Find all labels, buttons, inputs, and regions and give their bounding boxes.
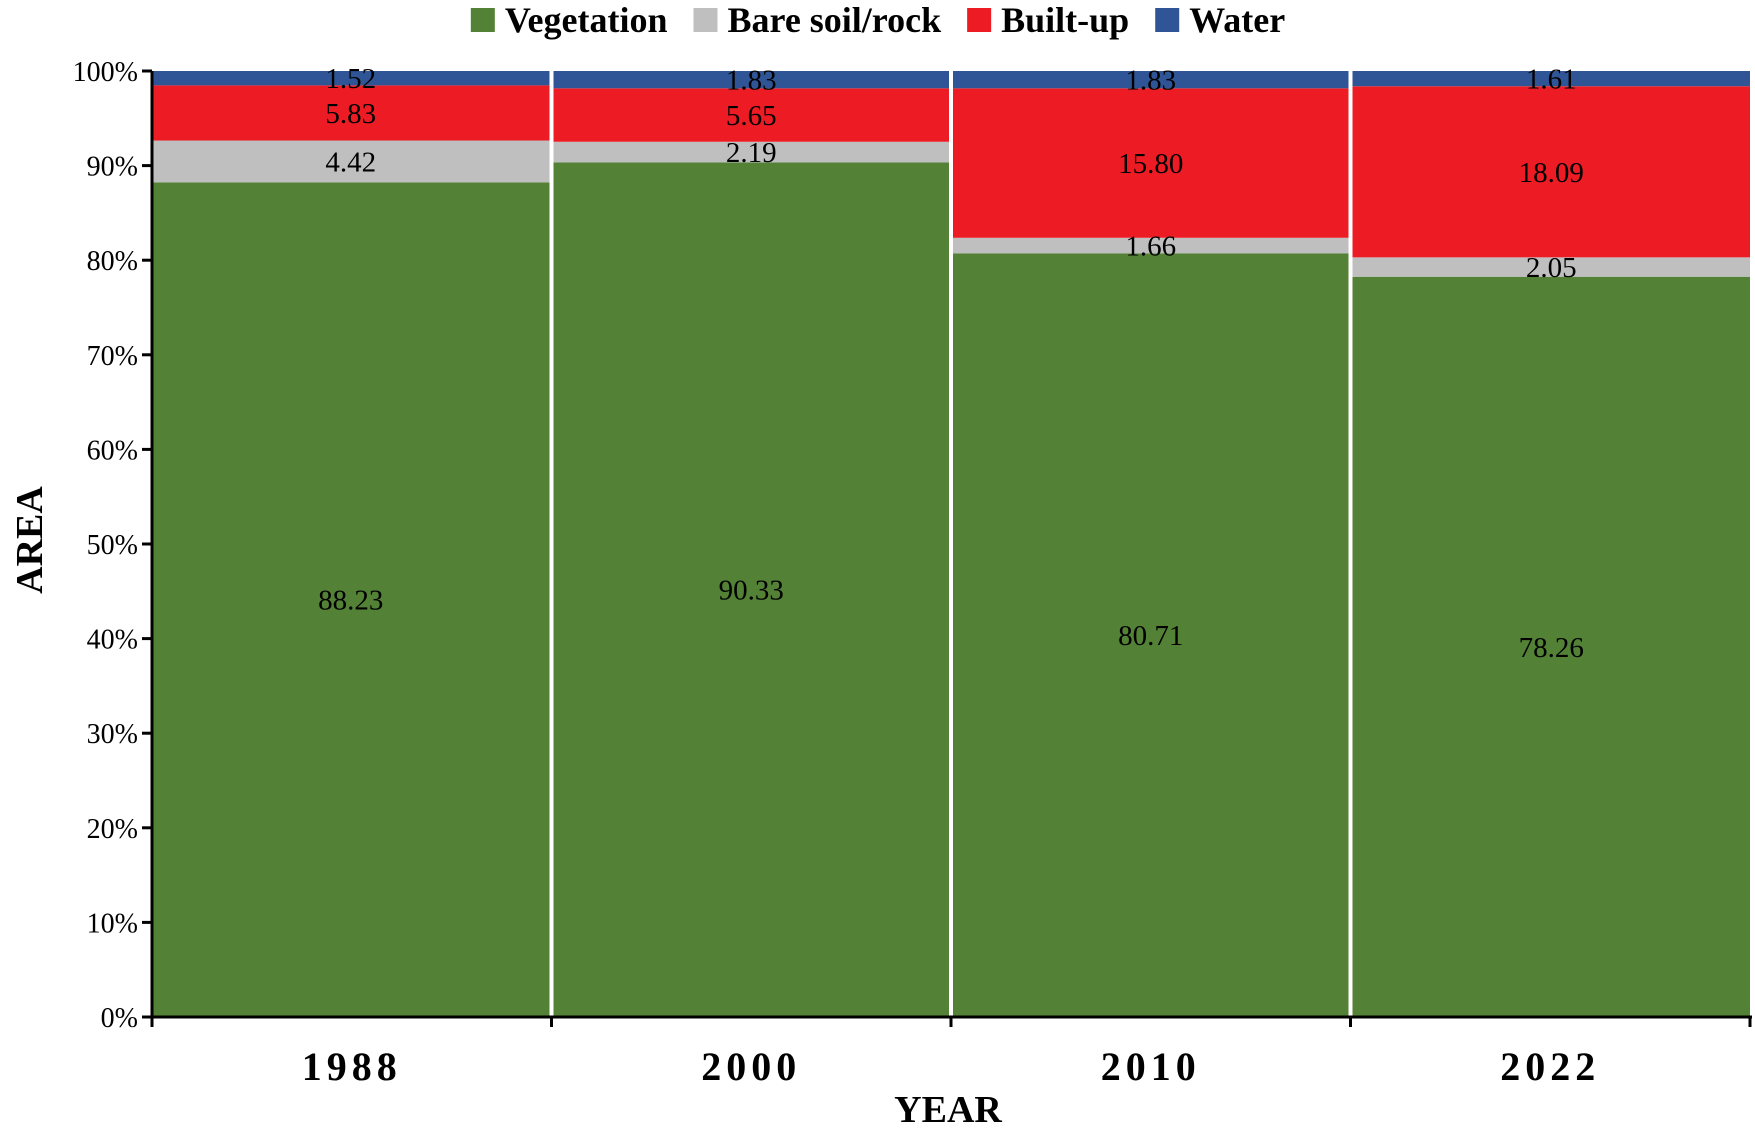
data-label-built-up-2010: 15.80 bbox=[1118, 148, 1183, 180]
bar-segment-bare-soil-rock-2010 bbox=[953, 237, 1349, 254]
data-label-vegetation-2010: 80.71 bbox=[1118, 620, 1183, 652]
bar-segment-built-up-2022 bbox=[1352, 86, 1750, 258]
data-label-water-2022: 1.61 bbox=[1526, 64, 1577, 96]
bar-segment-water-1988 bbox=[152, 71, 550, 86]
bar-segment-built-up-2000 bbox=[553, 88, 949, 142]
y-tick-label: 0% bbox=[101, 1003, 138, 1034]
axes: 0% 10% 20% 30% 40% 50% 60% 70% 80% 90% 100% 1988 200… bbox=[73, 57, 1752, 1089]
legend-item-vegetation: Vegetation bbox=[470, 0, 668, 40]
y-tick-label: 10% bbox=[87, 908, 138, 939]
data-label-vegetation-2022: 78.26 bbox=[1519, 632, 1584, 664]
bars bbox=[152, 71, 1750, 1018]
data-label-vegetation-1988: 88.23 bbox=[318, 585, 383, 617]
bar-segment-vegetation-2022 bbox=[1352, 276, 1750, 1017]
data-label-bare-soil-rock-2022: 2.05 bbox=[1526, 252, 1577, 284]
x-tick-label-2010: 2010 bbox=[1101, 1044, 1201, 1089]
y-tick-label: 50% bbox=[87, 530, 138, 561]
data-label-bare-soil-rock-2000: 2.19 bbox=[726, 137, 777, 169]
legend-swatch bbox=[470, 8, 495, 32]
data-labels: 88.234.425.831.5290.332.195.651.8380.711… bbox=[318, 63, 1584, 664]
data-label-water-2000: 1.83 bbox=[726, 65, 777, 97]
legend-swatch bbox=[693, 8, 718, 32]
y-axis-title: AREA bbox=[9, 486, 51, 594]
bar-segment-bare-soil-rock-1988 bbox=[152, 140, 550, 183]
x-tick-label-2022: 2022 bbox=[1500, 1044, 1600, 1089]
legend-item-bare-soil-rock: Bare soil/rock bbox=[693, 0, 941, 40]
data-label-built-up-2000: 5.65 bbox=[726, 100, 777, 132]
bar-segment-vegetation-2000 bbox=[553, 162, 949, 1017]
legend-swatch bbox=[1155, 8, 1180, 32]
y-tick-label: 80% bbox=[87, 246, 138, 277]
bar-segment-built-up-1988 bbox=[152, 85, 550, 141]
data-label-bare-soil-rock-1988: 4.42 bbox=[325, 146, 376, 178]
legend-label: Vegetation bbox=[505, 0, 668, 40]
x-axis-title: YEAR bbox=[894, 1089, 1002, 1131]
bar-segment-water-2010 bbox=[953, 71, 1349, 89]
y-tick-label: 70% bbox=[87, 341, 138, 372]
legend-swatch bbox=[967, 8, 992, 32]
y-tick-label: 40% bbox=[87, 625, 138, 656]
bar-segment-bare-soil-rock-2022 bbox=[1352, 257, 1750, 277]
x-tick-label-2000: 2000 bbox=[701, 1044, 801, 1089]
legend-item-water: Water bbox=[1155, 0, 1285, 40]
data-label-built-up-2022: 18.09 bbox=[1519, 157, 1584, 189]
data-label-bare-soil-rock-2010: 1.66 bbox=[1125, 231, 1176, 263]
bar-segment-built-up-2010 bbox=[953, 88, 1349, 238]
legend-label: Water bbox=[1189, 0, 1285, 40]
y-tick-label: 90% bbox=[87, 152, 138, 183]
bar-segment-bare-soil-rock-2000 bbox=[553, 141, 949, 163]
data-label-vegetation-2000: 90.33 bbox=[719, 575, 784, 607]
bar-segment-vegetation-2010 bbox=[953, 253, 1349, 1017]
legend-label: Built-up bbox=[1001, 0, 1129, 40]
legend-label: Bare soil/rock bbox=[727, 0, 941, 40]
y-tick-label: 100% bbox=[73, 57, 138, 88]
data-label-water-2010: 1.83 bbox=[1125, 65, 1176, 97]
legend: Vegetation Bare soil/rock Built-up Water bbox=[470, 0, 1285, 40]
data-label-water-1988: 1.52 bbox=[325, 63, 376, 95]
x-tick-label-1988: 1988 bbox=[302, 1044, 402, 1089]
y-tick-label: 30% bbox=[87, 719, 138, 750]
bar-segment-water-2022 bbox=[1352, 71, 1750, 87]
legend-item-built-up: Built-up bbox=[967, 0, 1129, 40]
y-tick-label: 20% bbox=[87, 814, 138, 845]
bar-segment-water-2000 bbox=[553, 71, 949, 89]
data-label-built-up-1988: 5.83 bbox=[325, 98, 376, 130]
y-tick-label: 60% bbox=[87, 435, 138, 466]
bar-segment-vegetation-1988 bbox=[152, 182, 550, 1018]
